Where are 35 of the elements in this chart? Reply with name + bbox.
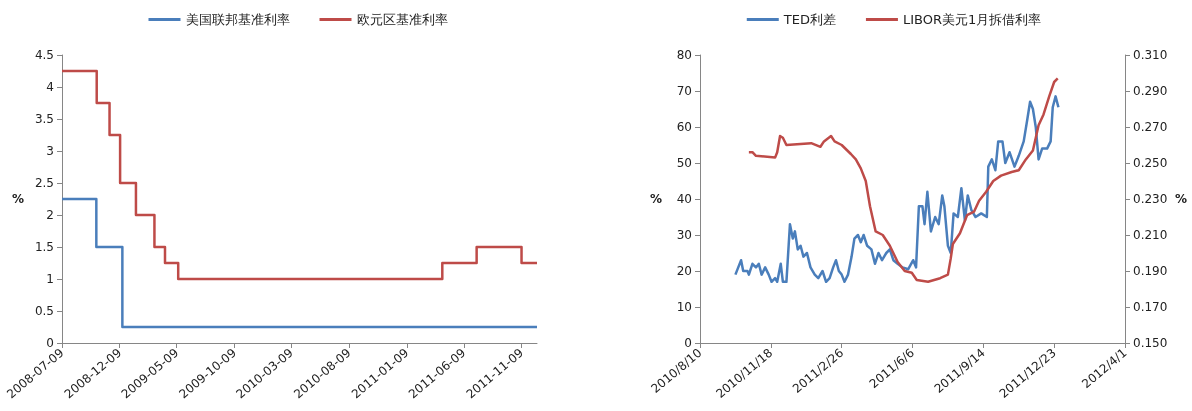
y2-axis-title: % [1175,192,1188,206]
legend-label: 美国联邦基准利率 [185,12,290,27]
y-tick-label: 40 [676,192,692,206]
y-tick-label: 1.5 [34,240,54,254]
y-tick-label: 0.5 [34,304,54,318]
y-axis-title: % [11,192,24,206]
y2-tick-label: 0.230 [1133,192,1168,206]
y-tick-label: 0 [684,336,692,350]
y-tick-label: 2 [46,208,54,222]
y-tick-label: 4.5 [34,48,54,62]
y-tick-label: 4 [46,80,54,94]
y2-tick-label: 0.170 [1133,300,1168,314]
y-tick-label: 60 [676,120,692,134]
y-tick-label: 20 [676,264,692,278]
y-tick-label: 50 [676,156,692,170]
y-tick-label: 1 [46,272,54,286]
y-tick-label: 0 [46,336,54,350]
y-tick-label: 10 [676,300,692,314]
y2-tick-label: 0.250 [1133,156,1168,170]
y2-tick-label: 0.310 [1133,48,1168,62]
y2-tick-label: 0.190 [1133,264,1168,278]
y2-tick-label: 0.210 [1133,228,1168,242]
y-tick-label: 70 [676,84,692,98]
y-tick-label: 80 [676,48,692,62]
legend-label: LIBOR美元1月拆借利率 [902,12,1042,27]
y-tick-label: 2.5 [34,176,54,190]
y2-tick-label: 0.150 [1133,336,1168,350]
y2-tick-label: 0.270 [1133,120,1168,134]
y2-tick-label: 0.290 [1133,84,1168,98]
y-tick-label: 3.5 [34,112,54,126]
y-tick-label: 3 [46,144,54,158]
y-tick-label: 30 [676,228,692,242]
legend-label: TED利差 [782,12,836,27]
y-axis-title: % [649,192,662,206]
legend-label: 欧元区基准利率 [356,12,448,27]
